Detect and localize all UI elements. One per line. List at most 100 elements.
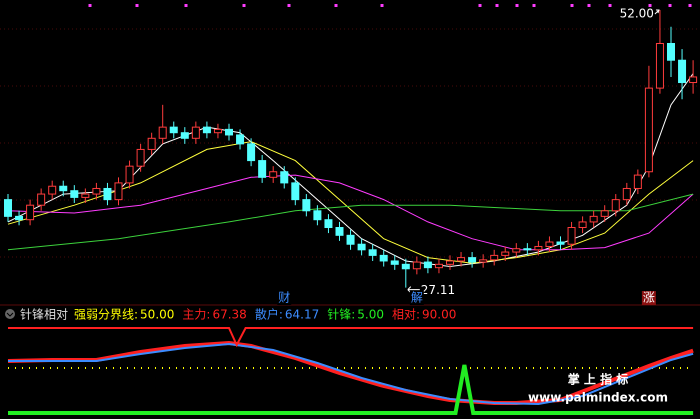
top-dot xyxy=(648,4,652,7)
legend-name: 主力: xyxy=(182,308,210,322)
indicator-line xyxy=(8,364,694,415)
price-annotation: 27.11 xyxy=(421,283,455,297)
candle-body xyxy=(125,165,134,184)
candle-body xyxy=(15,215,24,221)
legend-value: 64.17 xyxy=(285,308,319,322)
candle-body xyxy=(667,42,675,61)
candle-body xyxy=(81,193,90,198)
candle-body xyxy=(225,128,233,136)
candle-body xyxy=(324,219,333,229)
moving-average xyxy=(7,141,694,264)
top-dot xyxy=(570,4,574,7)
candle-body xyxy=(158,126,167,139)
candle-body xyxy=(103,187,112,201)
legend-value: 67.38 xyxy=(212,308,246,322)
candle-body xyxy=(368,249,377,256)
candle-body xyxy=(114,182,123,201)
legend-value: 50.00 xyxy=(140,308,174,322)
top-dot xyxy=(515,4,519,7)
candle-body xyxy=(390,260,399,265)
candle-body xyxy=(457,257,466,262)
moving-average xyxy=(7,174,694,251)
candle-body xyxy=(313,210,322,221)
legend-name: 针锋: xyxy=(327,307,355,322)
candle-body xyxy=(534,245,543,251)
top-dot xyxy=(242,4,246,7)
legend-name: 散户: xyxy=(255,307,283,322)
candle-body xyxy=(622,187,631,201)
top-dot xyxy=(88,4,92,7)
top-dot xyxy=(380,4,384,7)
candle-body xyxy=(4,199,12,217)
candle-body xyxy=(644,87,653,173)
candle-body xyxy=(70,190,79,198)
candle-body xyxy=(191,126,200,139)
candle-body xyxy=(490,254,499,261)
candle-body xyxy=(412,261,421,270)
candle-body xyxy=(26,204,35,221)
top-dot xyxy=(334,4,338,7)
top-dot xyxy=(478,4,482,7)
candle-body xyxy=(678,59,687,84)
candle-body xyxy=(92,187,101,195)
candle-body xyxy=(346,234,355,245)
candle-body xyxy=(291,182,300,201)
legend-value: 5.00 xyxy=(357,308,384,322)
candle-body xyxy=(247,143,256,162)
top-dot xyxy=(668,4,672,7)
panel-toggle-icon xyxy=(6,312,14,317)
top-dot xyxy=(688,4,692,7)
candle-body xyxy=(236,134,245,145)
candle-body xyxy=(600,210,609,217)
candle-body xyxy=(202,126,211,134)
candle-body xyxy=(401,263,410,270)
candle-body xyxy=(423,261,432,269)
candle-body xyxy=(446,260,454,265)
indicator-line xyxy=(8,327,694,348)
candle-body xyxy=(269,171,278,178)
candle-body xyxy=(136,148,145,167)
top-dot xyxy=(495,4,499,7)
candle-body xyxy=(213,128,222,134)
top-dot xyxy=(608,4,612,7)
event-label: 涨 xyxy=(643,290,655,305)
candle-body xyxy=(468,257,477,263)
candle-body xyxy=(169,126,178,134)
indicator-line xyxy=(7,340,694,405)
candle-body xyxy=(48,185,57,195)
candle-body xyxy=(501,251,510,256)
candle-body xyxy=(147,137,156,150)
candle-body xyxy=(335,227,344,236)
candle-body xyxy=(258,160,267,178)
candle-body xyxy=(180,132,189,139)
grid xyxy=(0,28,700,258)
candle-body xyxy=(567,227,576,245)
event-label: 解 xyxy=(411,291,423,305)
candle-body xyxy=(589,215,598,223)
indicator-title: 针锋相对 xyxy=(20,307,68,322)
candle-body xyxy=(689,76,698,84)
legend-name: 相对: xyxy=(392,308,420,322)
candle-body xyxy=(523,248,532,251)
top-dot xyxy=(587,4,591,7)
price-annotation: 52.00 xyxy=(620,7,654,21)
candle-body xyxy=(434,263,443,269)
candle-body xyxy=(280,171,289,184)
candle-body xyxy=(578,221,587,229)
candle-body xyxy=(479,259,488,263)
legend-value: 90.00 xyxy=(422,308,456,322)
candle-body xyxy=(545,241,554,247)
watermark: 掌 上 指 标 xyxy=(568,372,629,387)
candle-body xyxy=(357,243,366,251)
panel-toggle[interactable] xyxy=(5,309,15,319)
candle-body xyxy=(512,248,521,253)
event-badge xyxy=(409,291,424,305)
watermark: www.palmindex.com xyxy=(528,391,668,405)
indicator-line xyxy=(8,342,694,406)
event-badge xyxy=(277,291,292,305)
candle-body xyxy=(633,174,642,189)
candle-body xyxy=(37,193,46,206)
candle-body xyxy=(59,185,68,192)
candle-body xyxy=(556,241,565,245)
